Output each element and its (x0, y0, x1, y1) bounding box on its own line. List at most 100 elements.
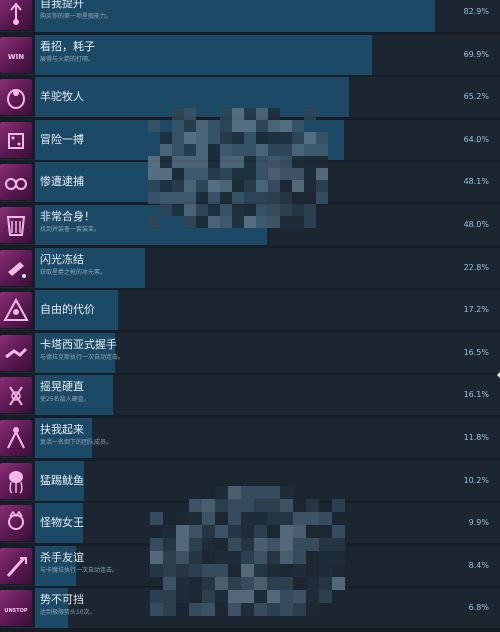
unlock-percentage: 17.2% (463, 305, 489, 315)
achievement-row[interactable]: 自我提升 购买你的第一项星舰能力。 82.9% (0, 0, 500, 32)
achievement-row[interactable]: 摇晃硬直 使25名敌人硬直。 16.1% (0, 375, 500, 416)
progress-track (35, 332, 500, 373)
stagger-icon (0, 377, 32, 414)
pixel-block (304, 180, 316, 192)
pixel-block (184, 156, 196, 168)
achievement-description: 与德拉克斯执行一次自动连击。 (40, 353, 125, 361)
pixel-block (184, 108, 196, 120)
pixel-block (163, 538, 176, 551)
pixel-block (268, 180, 280, 192)
pixel-block (172, 108, 184, 120)
pixel-block (176, 590, 189, 603)
pixel-block (256, 216, 268, 228)
pixel-block (268, 132, 280, 144)
pixel-block (215, 603, 228, 616)
unstoppable-logo-icon: UNSTOP (0, 590, 32, 627)
pixel-block (215, 564, 228, 577)
pixel-block (150, 551, 163, 564)
pixel-block (241, 538, 254, 551)
achievement-row[interactable]: WIN 看招，耗子 展得与火箭的打嗝。 69.9% (0, 34, 500, 75)
pixel-block (254, 590, 267, 603)
pixel-block (163, 551, 176, 564)
pixel-block (163, 590, 176, 603)
pixel-block (244, 156, 256, 168)
progress-bar (35, 418, 92, 458)
pixel-block (280, 499, 293, 512)
pixel-block (220, 180, 232, 192)
pixel-block (202, 512, 215, 525)
pixel-block (241, 499, 254, 512)
pixel-block (220, 204, 232, 216)
pixel-block (196, 120, 208, 132)
pixel-block (292, 156, 304, 168)
pixel-block (176, 525, 189, 538)
unlock-percentage: 9.9% (468, 518, 489, 528)
blade-icon (0, 547, 32, 584)
pixel-block (184, 168, 196, 180)
pixel-block (280, 603, 293, 616)
pixel-block (280, 590, 293, 603)
achievement-title: 摇晃硬直 (40, 380, 84, 394)
pixel-block (184, 120, 196, 132)
pixel-block (254, 499, 267, 512)
pixel-block (280, 538, 293, 551)
pixel-block (189, 499, 202, 512)
pixel-block (189, 603, 202, 616)
achievement-description: 获取星爵之枪的冰元素。 (40, 268, 107, 276)
pixel-block (316, 168, 328, 180)
achievement-title: 自我提升 (40, 0, 84, 10)
pixel-block (316, 144, 328, 156)
pixel-block (306, 512, 319, 525)
svg-text:WIN: WIN (8, 53, 24, 61)
pixel-block (215, 551, 228, 564)
scroll-arrow-icon[interactable] (497, 372, 500, 378)
pixel-block (172, 168, 184, 180)
pixel-block (208, 204, 220, 216)
pixel-block (208, 168, 220, 180)
pixel-block (244, 144, 256, 156)
pixel-block (267, 486, 280, 499)
pixel-block (228, 499, 241, 512)
pixel-block (241, 577, 254, 590)
pixel-block (293, 603, 306, 616)
pixel-block (228, 538, 241, 551)
pixel-block (189, 590, 202, 603)
pixel-block (189, 512, 202, 525)
pixel-block (268, 168, 280, 180)
pixel-block (241, 512, 254, 525)
pixel-block (304, 108, 316, 120)
unlock-percentage: 64.0% (463, 134, 489, 144)
unlock-percentage: 11.8% (463, 433, 489, 442)
pixel-block (267, 551, 280, 564)
unlock-percentage: 8.4% (468, 560, 489, 570)
pixel-block (306, 603, 319, 616)
achievement-row[interactable]: 扶我起来 复活一名倒下的团队成员。 11.8% (0, 418, 500, 458)
pixel-block (293, 512, 306, 525)
pixel-block (293, 564, 306, 577)
unlock-percentage: 22.8% (463, 262, 489, 272)
pixel-block (304, 132, 316, 144)
achievement-title: 闪光冻结 (40, 252, 84, 266)
progress-bar (35, 34, 372, 75)
pixel-block (244, 168, 256, 180)
pixel-block (306, 551, 319, 564)
pixel-block (241, 564, 254, 577)
pixel-block (172, 144, 184, 156)
achievement-row[interactable]: 卡塔西亚式握手 与德拉克斯执行一次自动连击。 16.5% (0, 332, 500, 373)
achievement-description: 与卡魔拉执行一次自动连击。 (40, 566, 119, 574)
costume-icon (0, 207, 32, 243)
pixel-block (228, 512, 241, 525)
pixel-block (163, 564, 176, 577)
pixel-block (150, 603, 163, 616)
achievement-title: 扶我起来 (40, 423, 84, 436)
pixel-block (232, 168, 244, 180)
pixel-block (304, 168, 316, 180)
pixel-block (254, 564, 267, 577)
pixel-block (215, 538, 228, 551)
pixel-block (319, 551, 332, 564)
achievement-row[interactable]: 闪光冻结获取星爵之枪的冰元素。 22.8% (0, 247, 500, 288)
pixel-block (292, 144, 304, 156)
pixel-block (280, 192, 292, 204)
achievement-row[interactable]: 自由的代价 17.2% (0, 290, 500, 331)
pixel-block (202, 499, 215, 512)
